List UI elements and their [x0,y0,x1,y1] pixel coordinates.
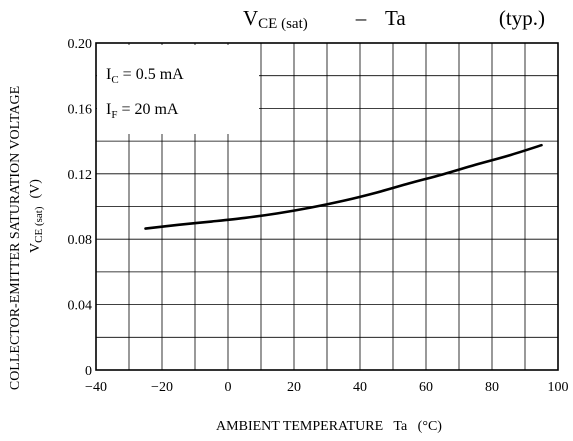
title: VCE (sat) – Ta (typ.) [243,6,545,32]
x-tick-label: 20 [287,380,301,395]
condition-value: = 20 mA [117,101,178,118]
series-line-vce-sat [144,143,543,230]
title-prefix: V [243,6,258,30]
x-tick-label: −40 [85,380,107,395]
legend-box-background [97,45,259,134]
plot-frame [95,42,559,371]
title-qualifier: (typ.) [499,6,545,30]
title-suffix: Ta [385,6,406,30]
y-tick-label: 0.12 [68,168,93,183]
y-tick-label: 0.04 [68,299,93,314]
condition-subscript: F [111,109,117,121]
y-axis-label-line1: COLLECTOR-EMITTER SATURATION VOLTAGE [8,86,23,390]
x-tick-label: 80 [485,380,499,395]
y-axis-symbol: V [28,243,43,253]
x-axis-label: AMBIENT TEMPERATURE Ta (°C) [216,419,442,434]
y-tick-label: 0.20 [68,37,93,52]
condition-symbol: I [106,101,111,118]
condition-subscript: C [111,74,118,86]
x-tick-label: 100 [548,380,569,395]
y-axis-unit: (V) [28,179,43,199]
y-tick-label: 0 [85,364,92,379]
y-axis-label: COLLECTOR-EMITTER SATURATION VOLTAGE VCE… [8,86,45,390]
x-tick-label: 0 [225,380,232,395]
title-separator: – [355,6,367,30]
test-condition: IC = 0.5 mA [106,66,184,86]
svg-text:VCE (sat): VCE (sat) [243,6,308,32]
x-tick-label: 60 [419,380,433,395]
test-condition: IF = 20 mA [106,101,179,121]
y-axis-symbol-subscript: CE (sat) [33,206,45,243]
y-tick-label: 0.08 [68,233,93,248]
y-tick-labels: 0 0.04 0.08 0.12 0.16 0.20 [68,37,93,379]
x-tick-label: 40 [353,380,367,395]
x-tick-labels: −40 −20 0 20 40 60 80 100 [85,380,568,395]
x-tick-label: −20 [151,380,173,395]
y-axis-label-line2: VCE (sat) (V) [28,179,45,253]
plot-series [144,143,543,230]
y-tick-label: 0.16 [68,102,93,117]
grid [96,43,558,370]
condition-value: = 0.5 mA [119,66,184,83]
title-subscript: CE (sat) [258,16,308,32]
condition-symbol: I [106,66,111,83]
